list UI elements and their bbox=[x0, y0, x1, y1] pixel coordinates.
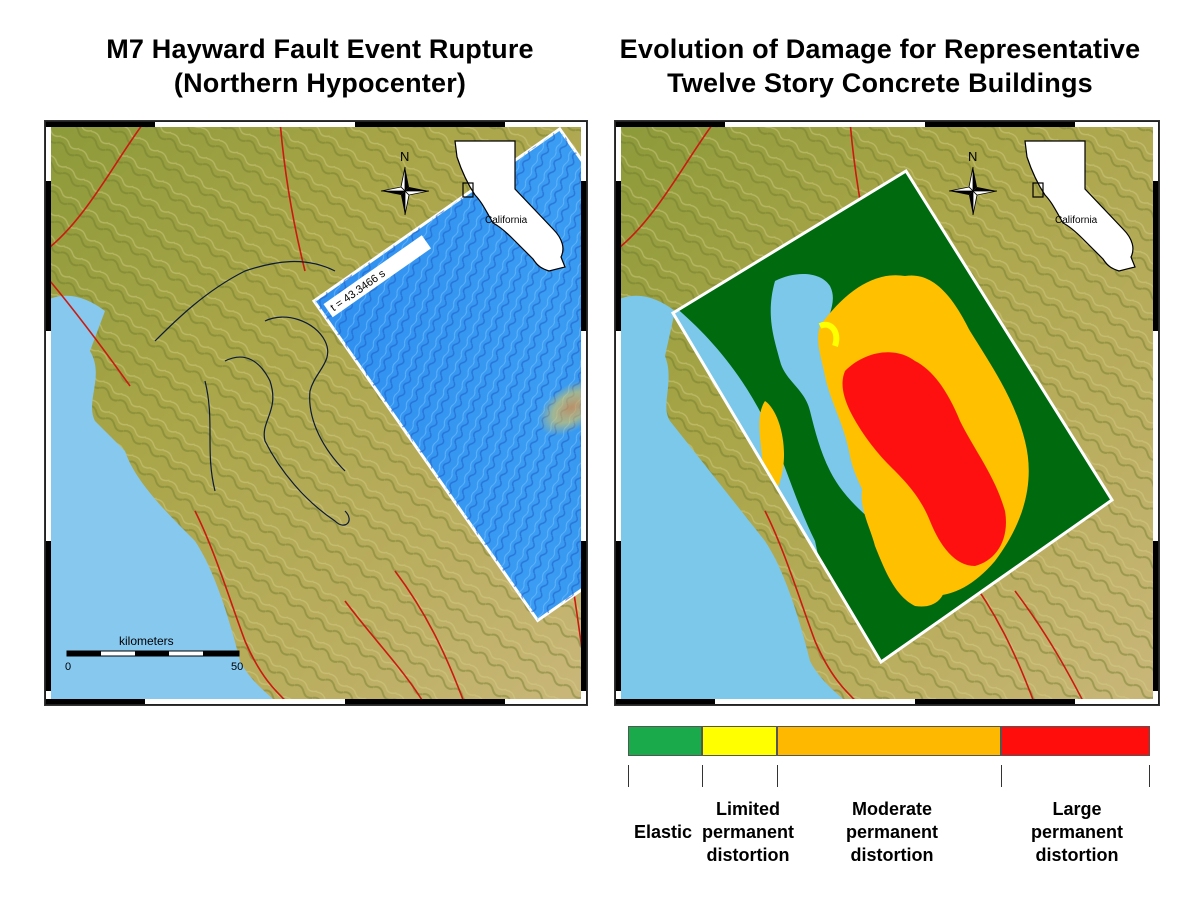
legend-label-moderate: Moderate permanent distortion bbox=[845, 799, 939, 865]
california-inset: California bbox=[454, 140, 566, 272]
rupture-simulation: t = 43.3466 s bbox=[311, 126, 587, 623]
legend-tick bbox=[777, 765, 778, 787]
north-arrow-icon: N bbox=[380, 149, 430, 216]
moderate-damage-south bbox=[861, 481, 946, 607]
legend-swatch-large bbox=[1001, 726, 1150, 756]
legend-swatch-elastic bbox=[628, 726, 702, 756]
legend-swatch-moderate bbox=[777, 726, 1001, 756]
damage-zone-border bbox=[670, 168, 1115, 665]
damage-map-panel: N California bbox=[614, 120, 1160, 706]
pacific-ocean bbox=[45, 295, 280, 705]
scale-bar: kilometers 0 50 bbox=[65, 634, 243, 673]
pacific-ocean bbox=[615, 295, 850, 705]
north-arrow-icon: N bbox=[948, 149, 998, 216]
rupture-map: t = 43.3466 s bbox=[45, 121, 587, 705]
legend-tick bbox=[628, 765, 629, 787]
large-damage bbox=[842, 352, 1006, 566]
legend-label-large: Large permanent distortion bbox=[1030, 799, 1124, 865]
damage-map: N California bbox=[615, 121, 1159, 705]
region-locator-box bbox=[1032, 182, 1044, 198]
map-frame bbox=[615, 121, 1159, 705]
right-title-line1: Evolution of Damage for Representative bbox=[619, 34, 1141, 64]
rupture-map-panel: t = 43.3466 s bbox=[44, 120, 588, 706]
right-title-line2: Twelve Story Concrete Buildings bbox=[667, 68, 1093, 98]
right-map-title: Evolution of Damage for Representative T… bbox=[600, 32, 1160, 100]
north-label: N bbox=[400, 149, 409, 164]
limited-damage bbox=[818, 321, 840, 347]
region-locator-box bbox=[462, 182, 474, 198]
left-map-title: M7 Hayward Fault Event Rupture (Northern… bbox=[40, 32, 600, 100]
scale-min: 0 bbox=[65, 661, 71, 673]
map-frame bbox=[45, 121, 587, 705]
legend-label-limited: Limited permanent distortion bbox=[701, 799, 795, 865]
legend-tick bbox=[1149, 765, 1150, 787]
left-title-line1: M7 Hayward Fault Event Rupture bbox=[106, 34, 534, 64]
legend-tick bbox=[1001, 765, 1002, 787]
north-label: N bbox=[968, 149, 977, 164]
legend-tick bbox=[702, 765, 703, 787]
scale-title: kilometers bbox=[119, 634, 174, 648]
bay-outline bbox=[154, 261, 350, 526]
legend-label-elastic: Elastic bbox=[633, 822, 693, 842]
california-inset: California bbox=[1024, 140, 1136, 272]
legend-swatch-limited bbox=[702, 726, 777, 756]
scale-max: 50 bbox=[231, 661, 243, 673]
time-label-box bbox=[323, 235, 431, 318]
bay-water bbox=[770, 274, 915, 535]
inset-label: California bbox=[485, 215, 528, 226]
inset-label: California bbox=[1055, 215, 1098, 226]
left-title-line2: (Northern Hypocenter) bbox=[173, 68, 467, 98]
